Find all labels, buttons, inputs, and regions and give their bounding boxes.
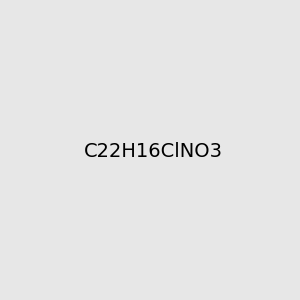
Text: C22H16ClNO3: C22H16ClNO3 [84, 142, 223, 161]
